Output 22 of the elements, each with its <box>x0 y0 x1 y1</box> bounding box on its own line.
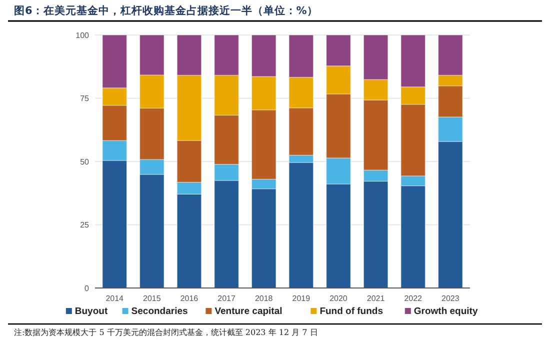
legend-label: Growth equity <box>414 306 478 317</box>
legend-label: Venture capital <box>214 306 282 317</box>
y-tick-label: 0 <box>84 284 90 293</box>
legend-label: Secondaries <box>131 306 188 317</box>
x-tick-label: 2020 <box>330 294 348 303</box>
text: 注:数据为资本规模大于 5 千万美元的混合封闭式基金，统计截至 2023 年 12 月 7 日 <box>14 328 318 337</box>
x-tick-label: 2023 <box>442 294 460 303</box>
x-tick-label: 2014 <box>106 294 124 303</box>
y-tick-label: 100 <box>76 30 90 40</box>
x-tick-label: 2018 <box>254 294 274 303</box>
x-tick-label: 2021 <box>366 294 386 303</box>
x-tick-label: 2022 <box>404 294 423 303</box>
chart-title: 图6：在美元基金中，杠杆收购基金占据接近一半（单位：%） <box>14 4 318 17</box>
legend-label: Buyout <box>74 306 108 317</box>
x-tick-label: 2019 <box>292 294 311 303</box>
y-tick-label: 50 <box>80 157 90 166</box>
y-tick-label: 25 <box>80 220 90 230</box>
y-tick-label: 75 <box>80 94 90 104</box>
x-tick-label: 2015 <box>143 294 162 303</box>
x-tick-label: 2016 <box>180 294 199 303</box>
legend-label: Fund of funds <box>320 306 384 317</box>
x-tick-label: 2017 <box>218 294 236 303</box>
